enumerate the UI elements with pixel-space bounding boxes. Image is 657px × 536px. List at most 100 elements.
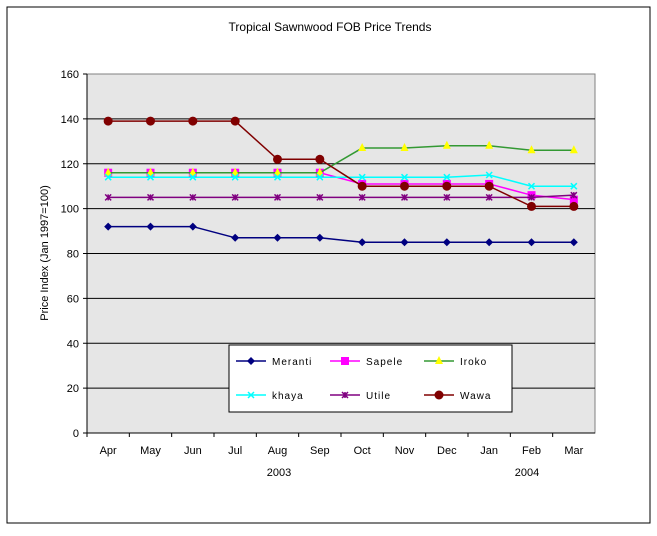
data-point	[247, 357, 255, 365]
data-point	[189, 173, 197, 181]
data-point	[273, 233, 282, 242]
year-label-2004: 2004	[515, 467, 539, 479]
data-point	[434, 390, 444, 400]
data-point	[146, 193, 155, 201]
data-point	[104, 173, 112, 181]
legend-label: Wawa	[460, 391, 491, 402]
y-tick-label: 20	[67, 383, 79, 395]
x-tick-label: Aug	[268, 445, 288, 457]
legend-label: Utile	[366, 391, 391, 402]
data-point	[341, 391, 349, 399]
data-point	[485, 238, 494, 247]
data-point	[570, 191, 578, 199]
data-point	[104, 222, 113, 231]
data-point	[400, 238, 409, 247]
series-line-iroko	[108, 145, 574, 174]
x-tick-label: Feb	[522, 445, 541, 457]
y-tick-label: 140	[61, 114, 79, 126]
data-point	[316, 173, 324, 181]
data-point	[484, 181, 494, 191]
data-point	[231, 233, 240, 242]
data-point	[569, 195, 578, 204]
data-point	[273, 173, 282, 181]
data-point	[358, 143, 367, 152]
data-point	[443, 173, 451, 181]
year-label-2003: 2003	[267, 467, 291, 479]
data-point	[273, 193, 282, 201]
y-tick-label: 100	[61, 204, 79, 216]
legend-label: khaya	[272, 391, 304, 402]
data-point	[400, 173, 409, 181]
legend-label: Iroko	[460, 357, 487, 368]
data-point	[442, 238, 451, 247]
x-tick-label: Nov	[395, 445, 415, 457]
data-point	[569, 145, 578, 154]
series-line-khaya	[108, 174, 574, 187]
data-point	[527, 193, 536, 201]
data-point	[485, 171, 493, 179]
data-point	[442, 140, 451, 149]
y-tick-label: 80	[67, 249, 79, 261]
x-tick-label: Jun	[184, 445, 202, 457]
data-point	[358, 193, 366, 201]
data-point	[569, 238, 578, 247]
x-tick-label: Jul	[228, 445, 242, 457]
series-line-utile	[108, 194, 574, 199]
data-point	[435, 356, 443, 364]
data-point	[358, 173, 366, 181]
data-point	[358, 238, 367, 247]
data-point	[315, 154, 325, 164]
data-point	[315, 233, 324, 242]
legend-label: Sapele	[366, 357, 403, 368]
data-point	[188, 167, 197, 176]
y-tick-label: 0	[73, 428, 79, 440]
data-point	[527, 182, 536, 190]
x-tick-label: Mar	[564, 445, 583, 457]
x-tick-label: Sep	[310, 445, 330, 457]
x-tick-label: May	[140, 445, 161, 457]
data-point	[231, 193, 239, 201]
data-point	[273, 154, 282, 164]
data-point	[527, 201, 536, 211]
y-tick-label: 40	[67, 338, 79, 350]
data-point	[527, 238, 536, 247]
data-point	[485, 140, 494, 149]
data-point	[188, 116, 198, 126]
x-tick-label: Apr	[100, 445, 117, 457]
data-point	[341, 357, 349, 365]
data-point	[247, 391, 255, 399]
data-point	[146, 222, 155, 231]
data-point	[104, 167, 113, 176]
data-point	[273, 167, 282, 176]
legend-label: Meranti	[272, 357, 312, 368]
data-point	[400, 143, 409, 152]
x-tick-label: Jan	[480, 445, 498, 457]
data-point	[230, 116, 240, 126]
y-axis-label: Price Index (Jan 1997=100)	[39, 185, 51, 320]
data-point	[569, 201, 579, 211]
series-line-wawa	[108, 120, 574, 208]
data-point	[442, 181, 452, 191]
data-point	[357, 181, 367, 191]
series-line-meranti	[108, 225, 574, 244]
data-point	[315, 167, 324, 176]
data-point	[485, 193, 493, 201]
data-point	[231, 173, 239, 181]
data-point	[189, 193, 197, 201]
data-point	[188, 222, 197, 231]
data-point	[400, 181, 409, 191]
data-point	[231, 167, 240, 176]
data-point	[400, 193, 409, 201]
legend	[228, 344, 513, 413]
data-point	[146, 167, 155, 176]
data-point	[146, 116, 155, 126]
x-tick-label: Dec	[437, 445, 457, 457]
data-point	[104, 193, 112, 201]
data-point	[316, 193, 324, 201]
data-point	[527, 145, 536, 154]
y-tick-label: 60	[67, 293, 79, 305]
y-tick-label: 160	[61, 69, 79, 81]
data-point	[146, 173, 155, 181]
